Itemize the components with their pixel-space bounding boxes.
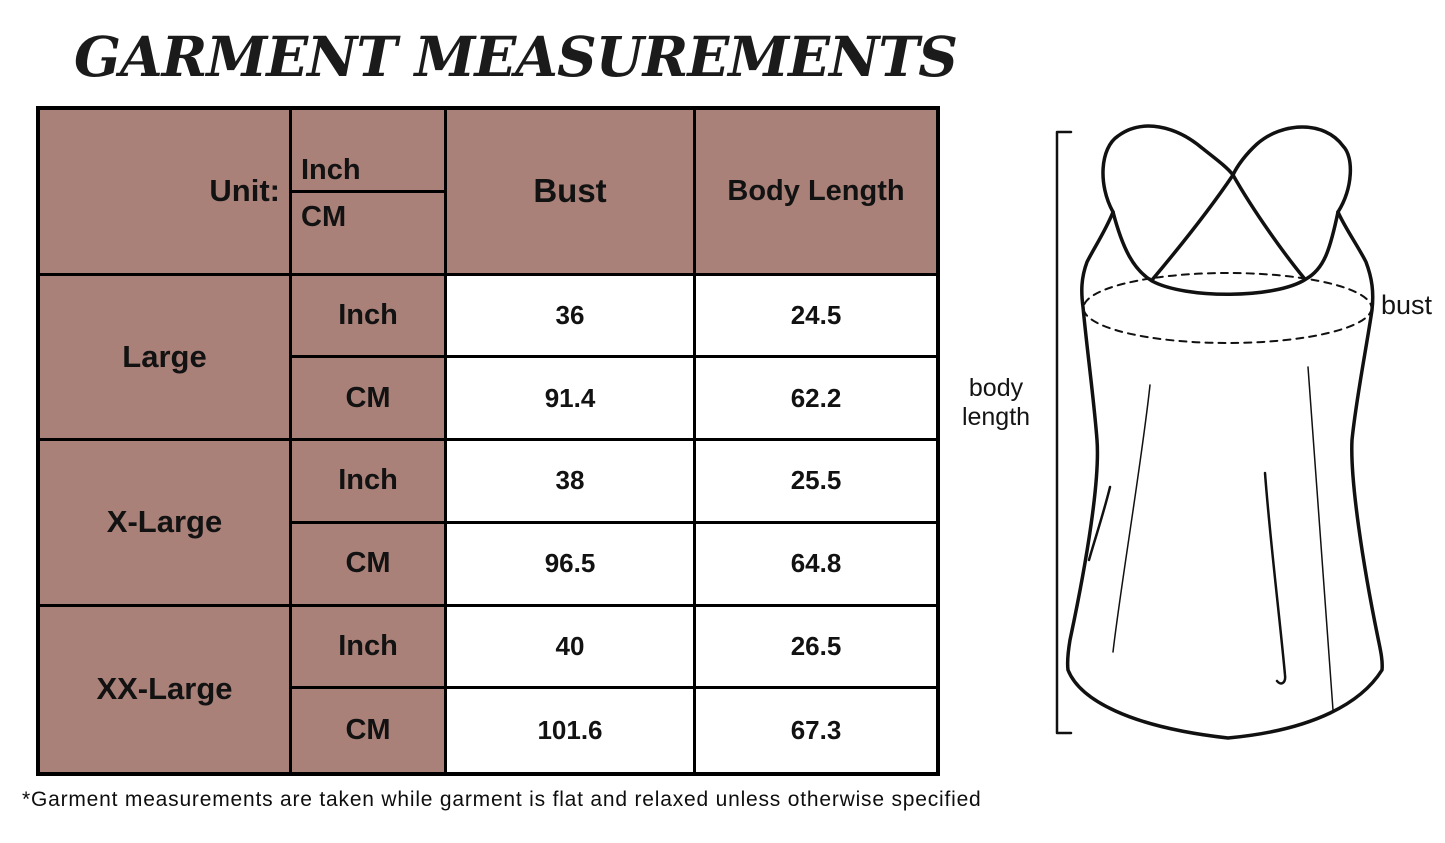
garment-sketch-svg <box>1055 124 1384 740</box>
drape-line-left-inner <box>1087 485 1112 562</box>
bust-label: bust <box>1381 290 1433 320</box>
bust-ellipse <box>1082 272 1373 344</box>
value-large-inch-bust: 36 <box>447 275 696 359</box>
size-label-x-large: X-Large <box>40 441 292 607</box>
size-label-xx-large: XX-Large <box>40 606 292 772</box>
neckline <box>1111 210 1340 296</box>
row-unit-label: CM <box>292 358 447 441</box>
strap-cross-right <box>1231 173 1306 280</box>
value-xx-large-inch-bust: 40 <box>447 606 696 690</box>
footnote: *Garment measurements are taken while ga… <box>22 788 982 811</box>
value-x-large-cm-bust: 96.5 <box>447 523 696 607</box>
left-strap-loop <box>1101 124 1235 214</box>
column-header-body-length: Body Length <box>696 110 936 276</box>
body-length-bracket <box>1055 130 1073 735</box>
drape-line-center <box>1263 471 1287 685</box>
body-outline <box>1065 210 1384 740</box>
right-strap-loop <box>1231 125 1353 214</box>
value-xx-large-cm-bust: 101.6 <box>447 689 696 772</box>
row-unit-label: CM <box>292 523 447 607</box>
measurements-table: Unit: Inch CM Bust Body Length Large Inc… <box>36 106 940 776</box>
value-xx-large-cm-body-length: 67.3 <box>790 715 842 746</box>
column-header-bust: Bust <box>447 110 696 276</box>
drape-line-right <box>1307 366 1334 711</box>
value-x-large-inch-body-length: 25.5 <box>696 441 936 524</box>
value-large-cm-body-length: 62.2 <box>696 358 936 441</box>
unit-header-cell: Unit: <box>40 110 292 276</box>
page-title: GARMENT MEASUREMENTS <box>74 24 958 89</box>
value-x-large-inch-bust: 38 <box>447 441 696 524</box>
value-xx-large-inch-body-length: 26.5 <box>696 607 936 690</box>
body-length-label: body length <box>961 374 1031 431</box>
garment-diagram <box>1030 100 1445 780</box>
size-label-large: Large <box>40 275 292 441</box>
row-unit-label: Inch <box>292 275 447 359</box>
row-unit-label: Inch <box>292 441 447 524</box>
header-unit-inch: Inch <box>292 110 447 193</box>
value-x-large-cm-body-length: 64.8 <box>696 524 936 607</box>
value-large-cm-bust: 91.4 <box>447 358 696 441</box>
header-unit-cm: CM <box>292 192 447 276</box>
row-unit-label: CM <box>292 689 447 772</box>
strap-cross-left <box>1150 173 1235 282</box>
row-unit-label: Inch <box>292 606 447 690</box>
drape-line-left <box>1112 384 1151 653</box>
value-large-inch-body-length: 24.5 <box>696 276 936 359</box>
